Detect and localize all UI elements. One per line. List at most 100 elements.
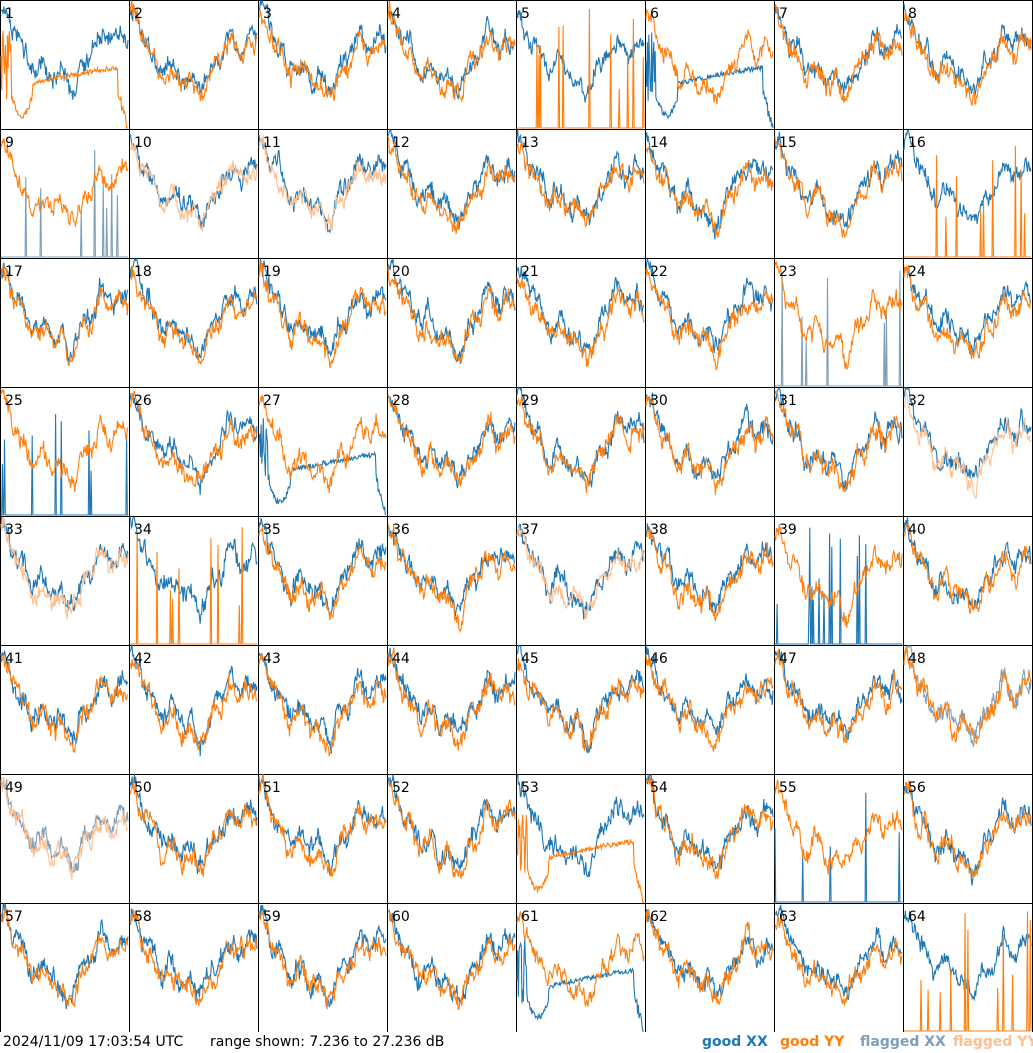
panel-number: 28 [392, 393, 410, 409]
panel-number: 60 [392, 909, 410, 925]
series-xx-line [903, 266, 1032, 355]
series-yy-line [387, 524, 516, 634]
series-yy-line [516, 394, 645, 493]
series-yy-line [903, 523, 1032, 615]
panel-38: 38 [645, 516, 775, 646]
panel-28: 28 [387, 387, 517, 517]
series-yy-line [258, 910, 387, 1010]
panel-64: 64 [903, 903, 1033, 1032]
panel-number: 9 [5, 135, 14, 151]
series-xx-line [516, 939, 644, 1032]
panel-number: 4 [392, 6, 401, 22]
series-yy-line [258, 10, 387, 102]
panel-60: 60 [387, 903, 517, 1032]
panel-number: 16 [908, 135, 926, 151]
panel-7: 7 [774, 0, 904, 130]
series-xx-line [1, 414, 128, 516]
series-xx-line [129, 5, 258, 94]
panel-number: 41 [5, 651, 23, 667]
panel-47: 47 [774, 645, 904, 775]
panel-57: 57 [0, 902, 130, 1032]
panel-number: 12 [392, 135, 410, 151]
panel-number: 35 [263, 522, 281, 538]
series-yy-line [516, 276, 645, 367]
legend-flagged-xx: flagged XX [860, 1034, 946, 1050]
panel-10: 10 [129, 129, 259, 259]
series-xx-line [645, 774, 774, 870]
panel-number: 53 [521, 780, 539, 796]
panel-number: 13 [521, 135, 539, 151]
panel-29: 29 [516, 386, 646, 517]
panel-number: 11 [263, 135, 281, 151]
panel-frame [387, 0, 517, 130]
panel-number: 5 [521, 6, 530, 22]
series-xx-line [645, 523, 774, 614]
series-yy-line [903, 264, 1032, 360]
panel-32: 32 [903, 386, 1033, 517]
series-xx-line [516, 386, 645, 488]
series-yy-line [0, 906, 129, 1008]
series-xx-line [1, 149, 128, 258]
panel-number: 61 [521, 909, 539, 925]
series-xx-line [129, 645, 258, 757]
series-xx-line [258, 418, 387, 516]
panel-43: 43 [258, 645, 388, 775]
panel-24: 24 [903, 258, 1033, 388]
series-yy-line [258, 260, 387, 368]
panel-17: 17 [0, 258, 130, 388]
panel-27: 27 [258, 387, 388, 517]
panel-2: 2 [129, 0, 259, 130]
panel-number: 50 [134, 780, 152, 796]
series-xx-line [775, 527, 902, 645]
panel-53: 53 [516, 774, 646, 904]
series-xx-line [775, 270, 902, 387]
panel-46: 46 [645, 645, 775, 775]
range-text: range shown: 7.236 to 27.236 dB [210, 1034, 445, 1050]
panel-37: 37 [516, 516, 646, 646]
panel-number: 49 [5, 780, 23, 796]
series-xx-line [516, 10, 645, 103]
panel-number: 8 [908, 6, 917, 22]
series-yy-line [387, 265, 516, 364]
panel-number: 37 [521, 522, 539, 538]
panel-25: 25 [0, 387, 130, 517]
panel-number: 59 [263, 909, 281, 925]
series-yy-line [774, 648, 903, 744]
series-xx-line [0, 6, 129, 100]
series-xx-line [645, 132, 774, 240]
series-yy-line [258, 653, 387, 757]
series-yy-line [645, 777, 774, 880]
series-yy-line [645, 146, 774, 238]
panel-number: 31 [779, 393, 797, 409]
panel-number: 56 [908, 780, 926, 796]
series-yy-line [645, 653, 774, 752]
series-xx-line [258, 258, 387, 358]
panel-44: 44 [387, 645, 517, 775]
series-yy-line [774, 390, 903, 493]
panel-5: 5 [516, 0, 646, 130]
series-yy-line [516, 527, 645, 620]
panel-number: 21 [521, 264, 539, 280]
panel-frame [774, 0, 904, 130]
panel-number: 34 [134, 522, 152, 538]
panel-31: 31 [774, 387, 904, 517]
timestamp: 2024/11/09 17:03:54 UTC [3, 1034, 184, 1050]
series-yy-line [129, 0, 258, 102]
series-xx-line [903, 781, 1032, 886]
series-xx-line [774, 4, 903, 95]
legend-flagged-yy: flagged YY [953, 1034, 1033, 1050]
panel-number: 30 [650, 393, 668, 409]
panel-42: 42 [129, 645, 259, 775]
panel-49: 49 [0, 774, 130, 904]
panel-56: 56 [903, 774, 1033, 904]
series-yy-line [0, 30, 128, 129]
footer: 2024/11/09 17:03:54 UTC range shown: 7.2… [0, 1032, 1033, 1053]
panel-54: 54 [645, 774, 775, 904]
series-xx-line [903, 645, 1032, 748]
panel-21: 21 [516, 258, 646, 388]
series-xx-line [387, 527, 516, 617]
series-yy-line [774, 779, 903, 875]
series-xx-line [645, 258, 774, 354]
series-yy-line [387, 647, 516, 751]
panel-35: 35 [258, 516, 388, 646]
